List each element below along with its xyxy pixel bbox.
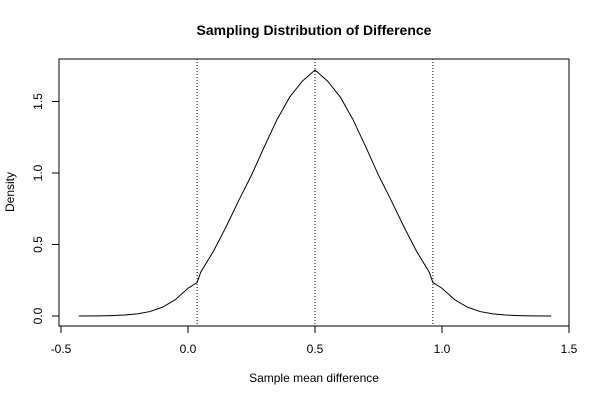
plot-frame: [58, 58, 570, 327]
y-axis: 0.0 0.5 1.0 1.5: [31, 93, 60, 324]
x-tick-label: 0.0: [180, 342, 197, 356]
x-tick-label: -0.5: [51, 342, 72, 356]
x-tick-label: 1.0: [434, 342, 451, 356]
y-axis-label: Density: [3, 172, 17, 212]
y-tick-label: 1.5: [31, 93, 45, 110]
x-tick-label: 0.5: [307, 342, 324, 356]
chart-title: Sampling Distribution of Difference: [197, 22, 432, 38]
y-tick-label: 1.0: [31, 164, 45, 181]
reference-lines: [196, 59, 434, 326]
x-axis-label: Sample mean difference: [249, 371, 379, 385]
density-curve: [78, 69, 552, 317]
x-tick-label: 1.5: [561, 342, 578, 356]
x-axis: -0.5 0.0 0.5 1.0 1.5: [51, 325, 578, 356]
y-tick-label: 0.5: [31, 236, 45, 253]
y-tick-label: 0.0: [31, 307, 45, 324]
